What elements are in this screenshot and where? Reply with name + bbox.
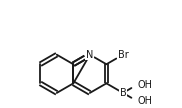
Text: OH: OH (137, 80, 152, 90)
Text: Br: Br (118, 50, 128, 60)
Text: OH: OH (137, 96, 152, 106)
Text: N: N (86, 50, 94, 60)
Text: B: B (120, 88, 126, 98)
